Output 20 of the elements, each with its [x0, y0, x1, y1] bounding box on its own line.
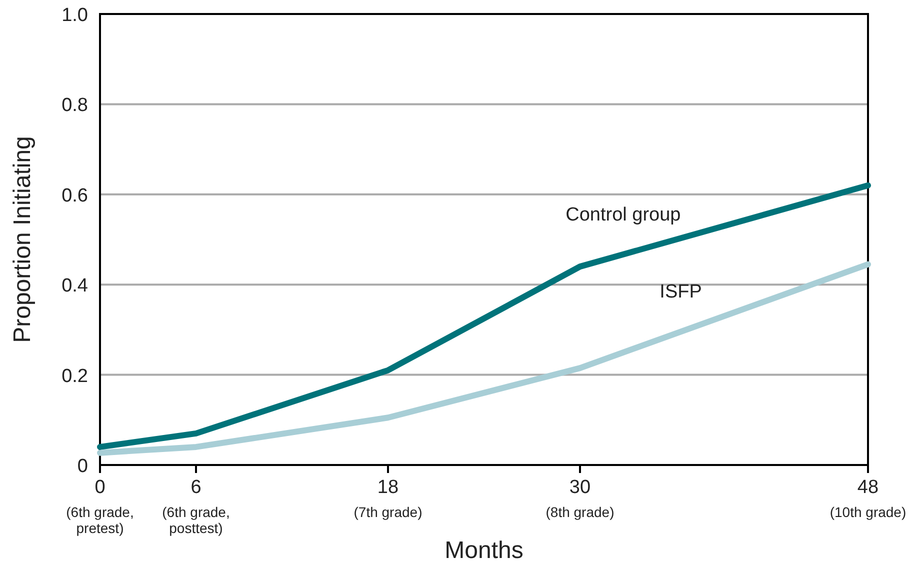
y-tick-label: 1.0	[62, 5, 88, 26]
x-tick-label: 48	[857, 477, 879, 498]
y-tick-label: 0	[77, 456, 88, 477]
x-tick-label: 18	[377, 477, 399, 498]
text: (6th grade, posttest)	[162, 504, 230, 536]
y-tick-label: 0.6	[62, 185, 88, 206]
text: (6th grade, pretest)	[66, 504, 134, 536]
text: (10th grade)	[830, 504, 906, 520]
x-tick-label: 6	[190, 477, 202, 498]
y-tick-label: 0.2	[62, 366, 88, 387]
y-axis-title: Proportion Initiating	[9, 136, 36, 343]
x-axis-title: Months	[444, 537, 524, 564]
y-tick-label: 0.8	[62, 95, 88, 116]
y-tick-label: 0.4	[62, 276, 88, 297]
x-tick-label: 0	[94, 477, 106, 498]
series-label: Control group	[566, 204, 681, 226]
series-label: ISFP	[660, 282, 702, 303]
text: (7th grade)	[354, 504, 422, 520]
text: (8th grade)	[546, 504, 614, 520]
x-tick-label: 30	[569, 477, 591, 498]
